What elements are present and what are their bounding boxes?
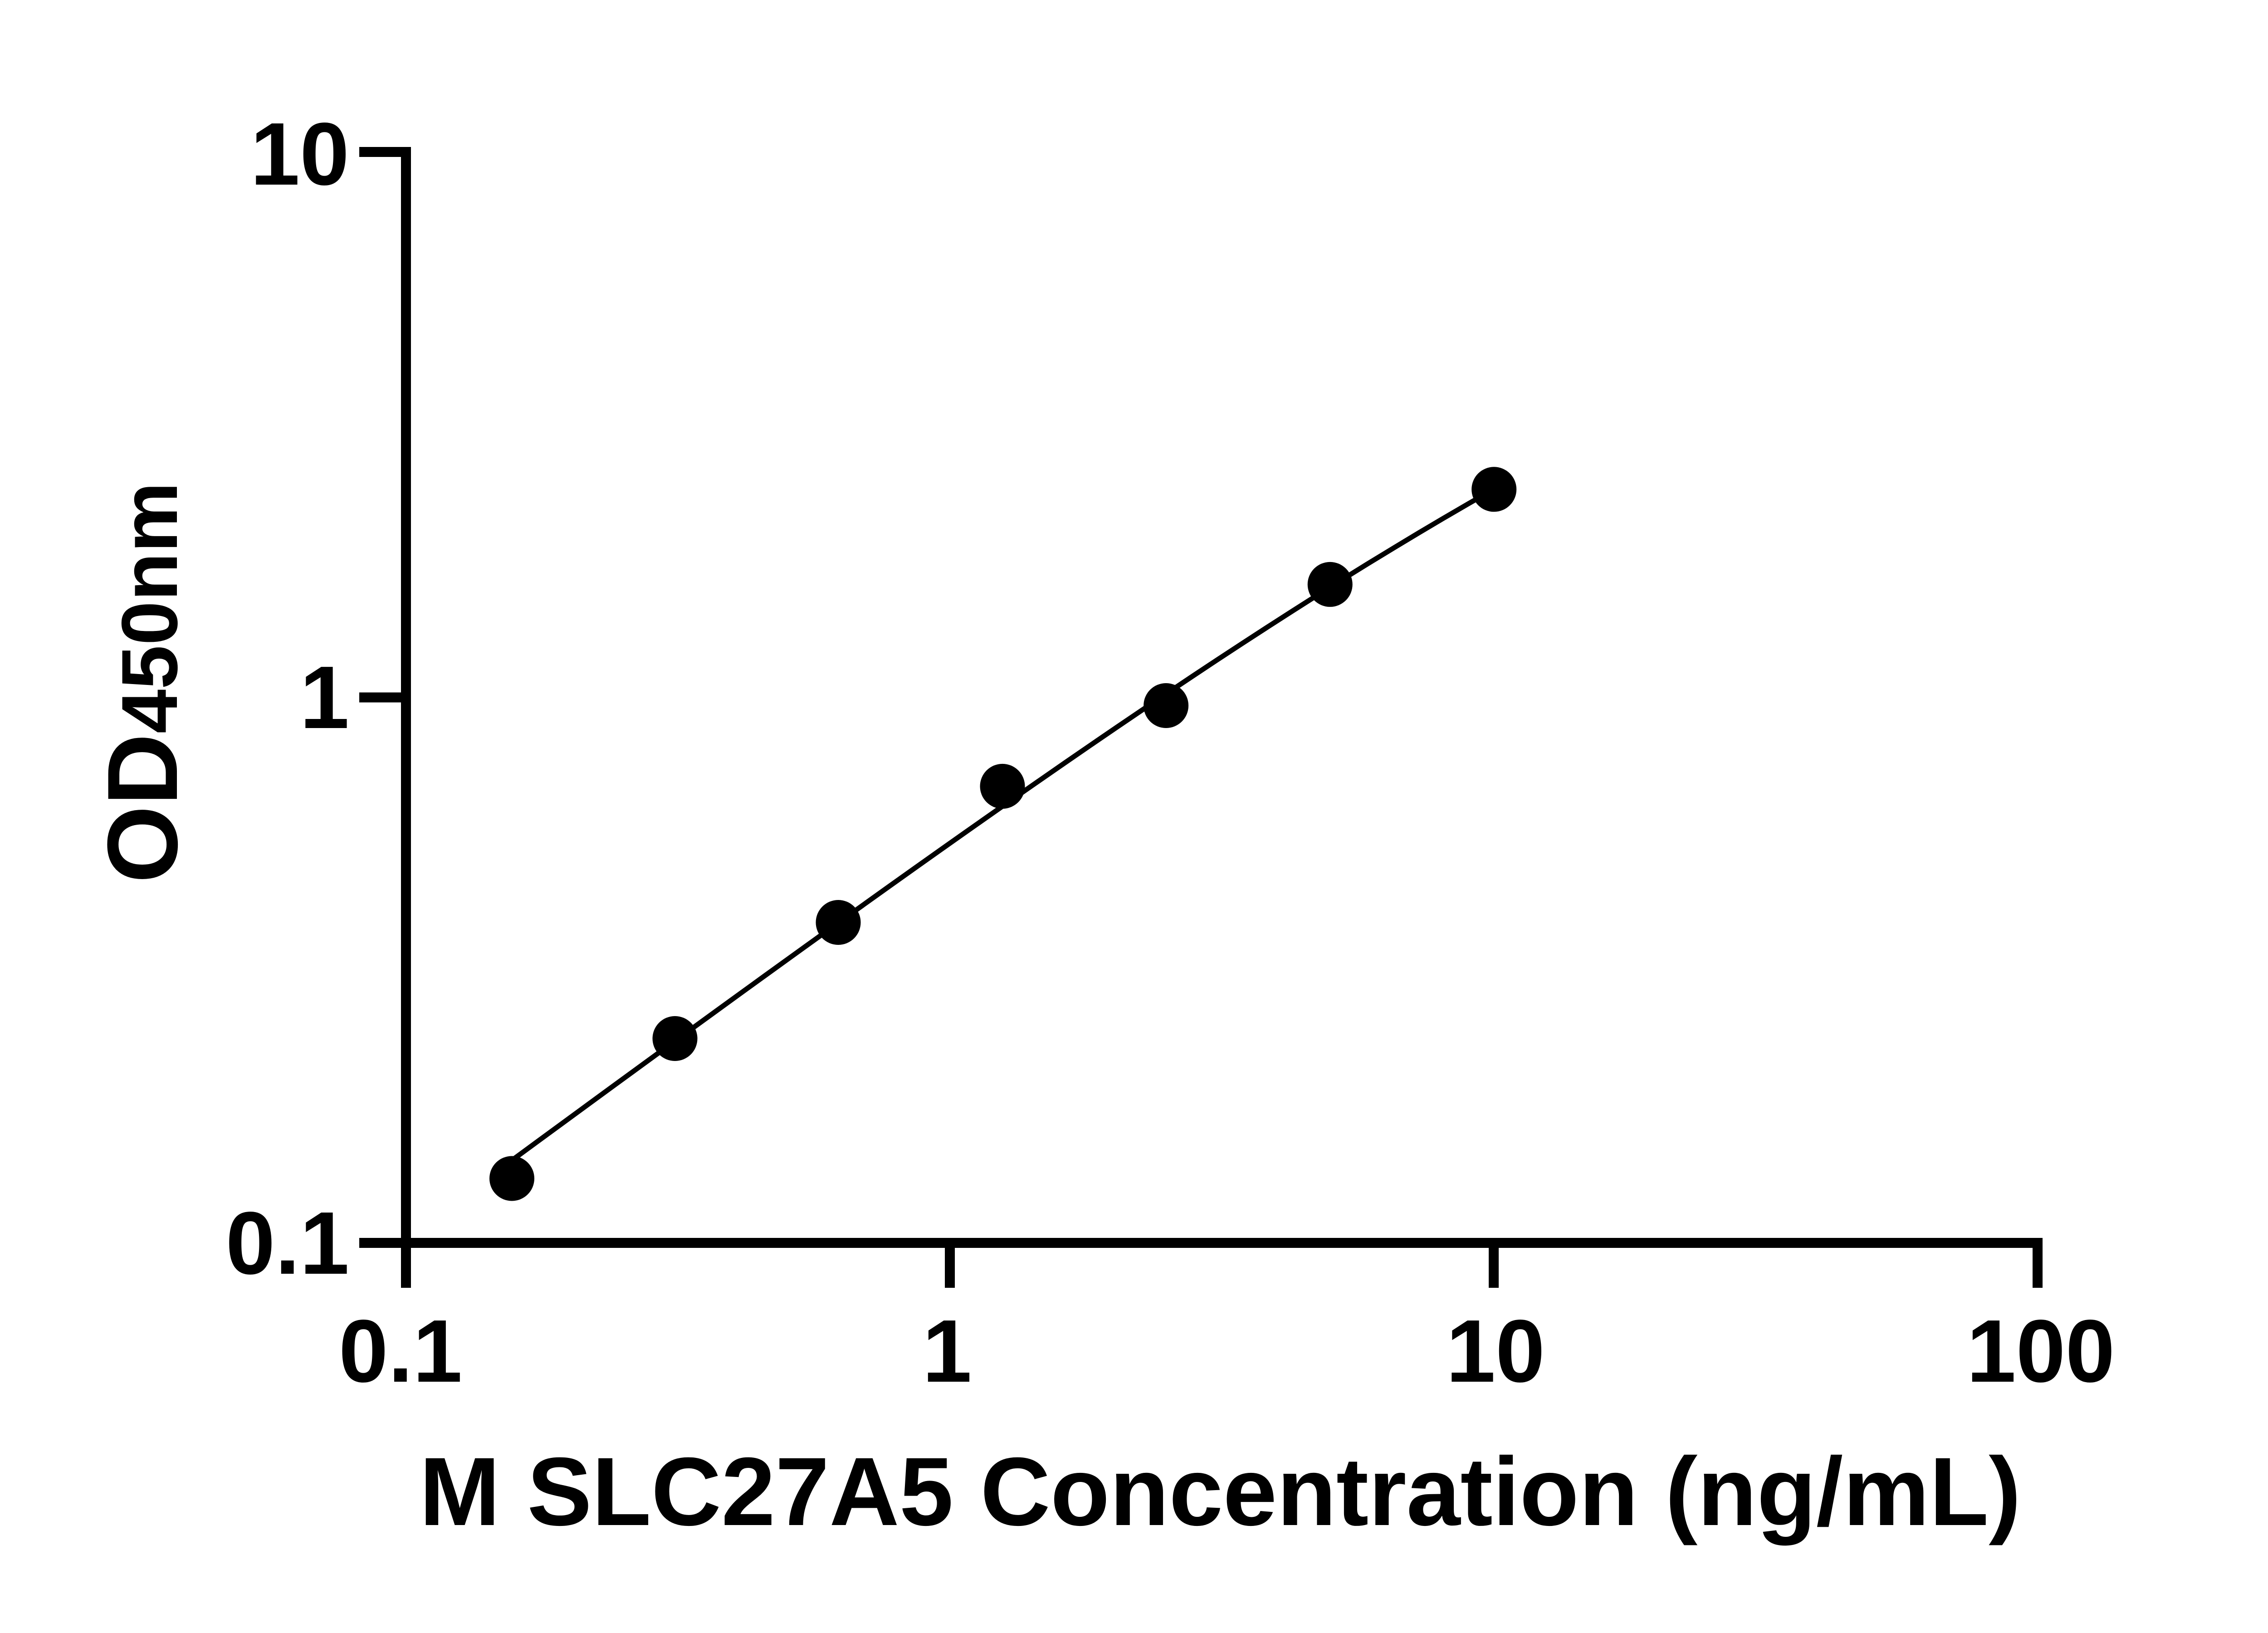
svg-text:1: 1 — [300, 648, 349, 747]
svg-text:M SLC27A5 Concentration (ng/mL: M SLC27A5 Concentration (ng/mL) — [419, 1437, 2021, 1546]
svg-text:10: 10 — [250, 104, 349, 204]
svg-text:1: 1 — [922, 1301, 972, 1401]
svg-text:100: 100 — [1966, 1301, 2115, 1401]
svg-text:10: 10 — [1446, 1301, 1545, 1401]
svg-text:0.1: 0.1 — [339, 1301, 462, 1401]
svg-text:0.1: 0.1 — [226, 1193, 349, 1293]
